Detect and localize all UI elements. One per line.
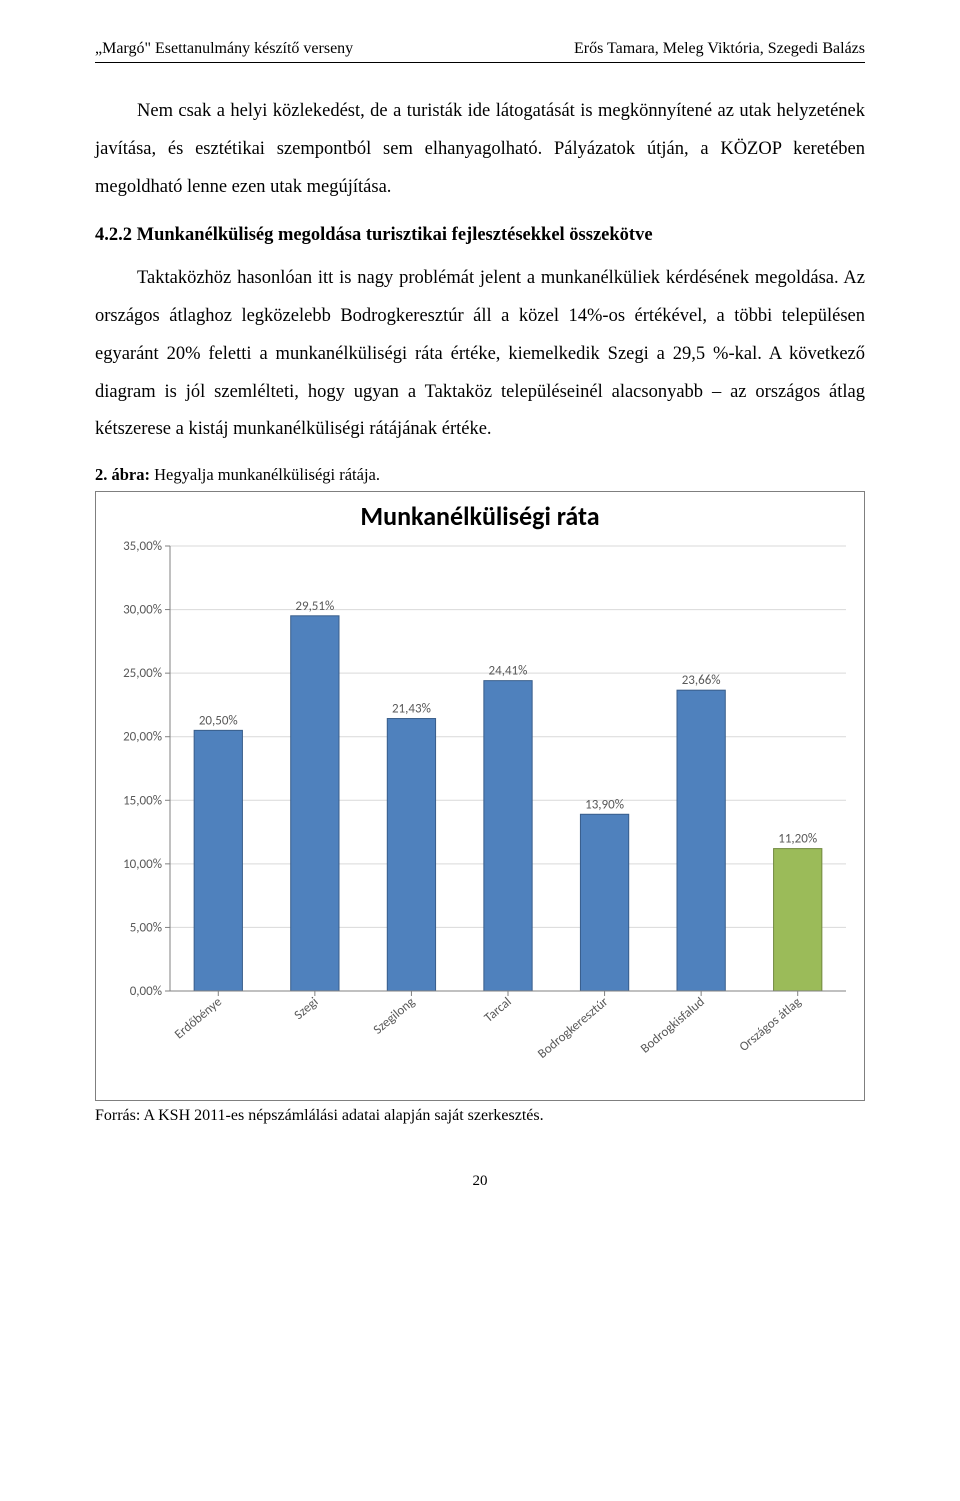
svg-text:15,00%: 15,00% <box>123 794 162 809</box>
chart-title: Munkanélküliségi ráta <box>100 500 860 532</box>
svg-text:0,00%: 0,00% <box>130 984 162 999</box>
caption-text: Hegyalja munkanélküliségi rátája. <box>150 465 380 484</box>
svg-text:11,20%: 11,20% <box>778 832 817 847</box>
svg-text:Tarcal: Tarcal <box>482 995 515 1026</box>
svg-text:Szegi: Szegi <box>292 995 322 1023</box>
svg-text:Erdőbénye: Erdőbénye <box>172 995 225 1043</box>
page-number: 20 <box>95 1173 865 1190</box>
svg-text:Bodrogkisfalud: Bodrogkisfalud <box>638 995 708 1057</box>
bar-chart: 0,00% 5,00% 10,00% 15,00% 20,00% 25,00% 30,00%… <box>100 536 856 1096</box>
document-page: „Margó" Esettanulmány készítő verseny Er… <box>0 0 960 1240</box>
chart-frame: Munkanélküliségi ráta 0,00% 5,00% 10,00% 15… <box>95 491 865 1101</box>
svg-text:23,66%: 23,66% <box>682 674 721 689</box>
figure-caption: 2. ábra: Hegyalja munkanélküliségi rátáj… <box>95 465 865 485</box>
body-text-2: Taktaközhöz hasonlóan itt is nagy problé… <box>95 260 865 450</box>
paragraph-2: Taktaközhöz hasonlóan itt is nagy problé… <box>95 260 865 450</box>
svg-text:29,51%: 29,51% <box>295 599 334 614</box>
caption-number: 2. ábra: <box>95 465 150 484</box>
svg-text:20,00%: 20,00% <box>123 730 162 745</box>
header-right: Erős Tamara, Meleg Viktória, Szegedi Bal… <box>574 40 865 58</box>
svg-text:20,50%: 20,50% <box>199 714 238 729</box>
svg-text:24,41%: 24,41% <box>489 664 528 679</box>
svg-text:10,00%: 10,00% <box>123 857 162 872</box>
svg-text:25,00%: 25,00% <box>123 667 162 682</box>
svg-text:30,00%: 30,00% <box>123 603 162 618</box>
header-left: „Margó" Esettanulmány készítő verseny <box>95 40 353 58</box>
body-text: Nem csak a helyi közlekedést, de a turis… <box>95 93 865 207</box>
svg-text:Bodrogkeresztúr: Bodrogkeresztúr <box>535 995 611 1062</box>
header-rule <box>95 62 865 63</box>
svg-text:5,00%: 5,00% <box>130 921 162 936</box>
section-heading: 4.2.2 Munkanélküliség megoldása turiszti… <box>95 225 865 246</box>
svg-text:Országos átlag: Országos átlag <box>737 995 805 1055</box>
running-header: „Margó" Esettanulmány készítő verseny Er… <box>95 40 865 58</box>
svg-text:13,90%: 13,90% <box>585 798 624 813</box>
paragraph-1: Nem csak a helyi közlekedést, de a turis… <box>95 93 865 207</box>
figure-source: Forrás: A KSH 2011-es népszámlálási adat… <box>95 1107 865 1125</box>
svg-text:35,00%: 35,00% <box>123 539 162 554</box>
svg-text:21,43%: 21,43% <box>392 702 431 717</box>
svg-text:Szegilong: Szegilong <box>371 995 418 1038</box>
